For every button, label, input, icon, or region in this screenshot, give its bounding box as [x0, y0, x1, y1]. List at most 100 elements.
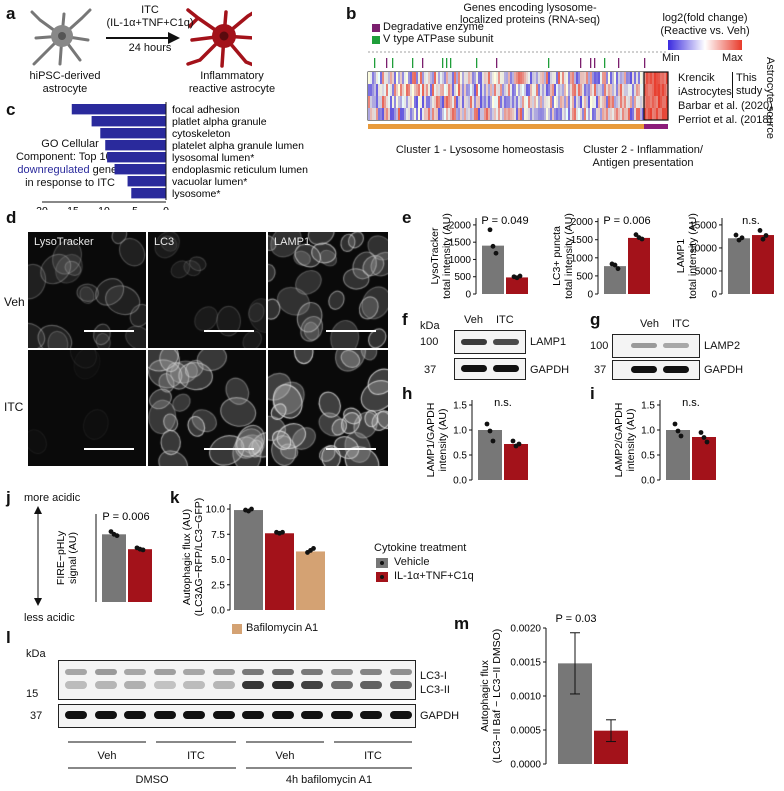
heatmap-cell — [648, 84, 651, 96]
c-text-1: GO Cellular — [41, 138, 99, 150]
b-row-iastrocytes: iAstrocytes — [678, 86, 732, 98]
heatmap-cell — [562, 72, 565, 84]
heatmap-cell — [608, 96, 611, 108]
heatmap-cell — [388, 84, 391, 96]
heatmap-cell — [544, 96, 547, 108]
bar — [504, 444, 528, 480]
heatmap-cell — [604, 72, 607, 84]
heatmap-cell — [464, 108, 467, 120]
y-tick-label: 15000 — [689, 220, 717, 231]
heatmap-cell — [464, 96, 467, 108]
heatmap-cell — [572, 108, 575, 120]
heatmap-cell — [562, 96, 565, 108]
heatmap-cell — [600, 72, 603, 84]
heatmap-cell — [588, 96, 591, 108]
legend-itc: IL-1α+TNF+C1q — [394, 570, 474, 582]
heatmap-cell — [554, 108, 557, 120]
legend-vehicle: Vehicle — [394, 556, 430, 568]
heatmap-cell — [648, 108, 651, 120]
heatmap-cell — [478, 84, 481, 96]
heatmap-cell — [518, 72, 521, 84]
b-heatmap — [367, 51, 669, 129]
heatmap-cell — [440, 84, 443, 96]
gene-tick — [422, 58, 424, 68]
heatmap-cell — [444, 84, 447, 96]
data-point — [612, 262, 618, 268]
heatmap-cell — [520, 96, 523, 108]
heatmap-cell — [648, 72, 651, 84]
heatmap-cell — [574, 72, 577, 84]
go-bar — [100, 128, 166, 139]
heatmap-cell — [526, 108, 529, 120]
heatmap-cell — [454, 84, 457, 96]
b-atpase-swatch — [372, 36, 380, 44]
heatmap-cell — [476, 96, 479, 108]
heatmap-cell — [550, 108, 553, 120]
b-legend-atpase: V type ATPase subunit — [383, 33, 494, 45]
heatmap-cell — [488, 108, 491, 120]
heatmap-cell — [406, 72, 409, 84]
heatmap-cell — [516, 84, 519, 96]
heatmap-cell — [386, 108, 389, 120]
heatmap-cell — [370, 96, 373, 108]
heatmap-cell — [580, 108, 583, 120]
heatmap-cell — [506, 96, 509, 108]
go-bar — [131, 188, 166, 199]
heatmap-cell — [396, 108, 399, 120]
heatmap-cell — [438, 96, 441, 108]
heatmap-cell — [570, 96, 573, 108]
band — [65, 681, 87, 689]
heatmap-cell — [588, 108, 591, 120]
heatmap-cell — [402, 84, 405, 96]
heatmap-cell — [556, 84, 559, 96]
heatmap-cell — [460, 84, 463, 96]
l-group-veh-baf: Veh — [275, 750, 295, 762]
heatmap-cell — [438, 108, 441, 120]
heatmap-cell — [614, 108, 617, 120]
data-point — [675, 428, 681, 434]
heatmap-cell — [524, 72, 527, 84]
heatmap-cell — [632, 84, 635, 96]
heatmap-cell — [542, 72, 545, 84]
heatmap-cell — [496, 96, 499, 108]
heatmap-cell — [404, 84, 407, 96]
cluster2-bar — [644, 124, 668, 129]
l-lc3-blot — [58, 660, 416, 700]
gene-tick — [618, 58, 620, 68]
y-label-1: LAMP1 — [675, 239, 687, 274]
heatmap-cell — [490, 72, 493, 84]
heatmap-cell — [436, 108, 439, 120]
heatmap-cell — [530, 84, 533, 96]
heatmap-cell — [624, 108, 627, 120]
band — [301, 669, 323, 675]
band — [153, 681, 176, 689]
heatmap-cell — [426, 84, 429, 96]
heatmap-cell — [380, 84, 383, 96]
heatmap-cell — [494, 84, 497, 96]
y-tick-label: 1.5 — [641, 401, 655, 412]
y-tick-label: 0.0 — [211, 606, 225, 617]
heatmap-cell — [574, 84, 577, 96]
heatmap-cell — [664, 108, 667, 120]
y-label-2: (LC3ΔG−RFP/LC3−GFP) — [193, 498, 205, 616]
heatmap-cell — [394, 72, 397, 84]
heatmap-cell — [410, 96, 413, 108]
b-bracket — [732, 72, 733, 98]
heatmap-cell — [374, 108, 377, 120]
heatmap-cell — [644, 96, 647, 108]
heatmap-cell — [450, 108, 453, 120]
heatmap-cell — [400, 108, 403, 120]
y-label-2: intensity (AU) — [625, 408, 637, 471]
heatmap-cell — [428, 96, 431, 108]
band — [124, 711, 146, 719]
heatmap-cell — [562, 84, 565, 96]
heatmap-cell — [630, 72, 633, 84]
heatmap-cell — [616, 96, 619, 108]
heatmap-cell — [384, 72, 387, 84]
heatmap-cell — [666, 72, 669, 84]
heatmap-cell — [558, 108, 561, 120]
b-scale-title-2: (Reactive vs. Veh) — [660, 25, 750, 37]
heatmap-cell — [580, 96, 583, 108]
y-label-2: total intensity (AU) — [687, 213, 699, 299]
b-colorscale — [668, 40, 742, 50]
